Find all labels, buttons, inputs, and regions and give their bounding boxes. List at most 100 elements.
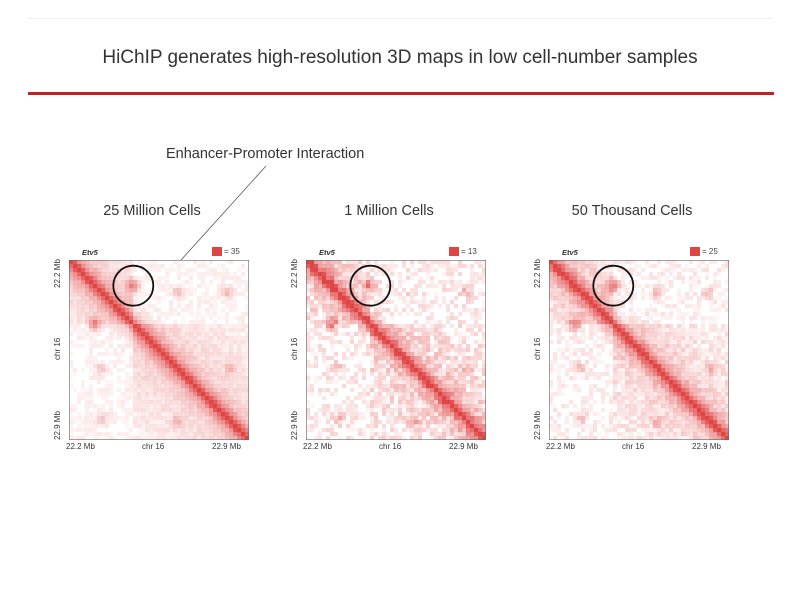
heatmap-cell bbox=[229, 260, 234, 265]
heatmap-cell bbox=[478, 308, 483, 313]
heatmap-cell bbox=[221, 280, 226, 285]
heatmap-cell bbox=[89, 280, 94, 285]
heatmap-cell bbox=[241, 320, 246, 325]
heatmap-cell bbox=[121, 432, 126, 437]
heatmap-cell bbox=[446, 436, 451, 440]
heatmap-cell bbox=[653, 360, 658, 365]
heatmap-cell bbox=[629, 436, 634, 440]
heatmap-cell bbox=[454, 280, 459, 285]
heatmap-cell bbox=[593, 268, 598, 273]
heatmap-cell bbox=[233, 416, 238, 421]
heatmap-cell bbox=[426, 352, 431, 357]
heatmap-cell bbox=[673, 376, 678, 381]
heatmap-cell bbox=[414, 372, 419, 377]
heatmap-cell bbox=[93, 312, 98, 317]
heatmap-cell bbox=[141, 340, 146, 345]
heatmap-cell bbox=[470, 292, 475, 297]
heatmap-cell bbox=[705, 392, 710, 397]
heatmap-cell bbox=[705, 340, 710, 345]
heatmap-cell bbox=[478, 392, 483, 397]
heatmap-cell bbox=[450, 368, 455, 373]
heatmap-cell bbox=[245, 280, 249, 285]
heatmap-cell bbox=[470, 356, 475, 361]
heatmap-cell bbox=[589, 392, 594, 397]
heatmap-cell bbox=[613, 360, 618, 365]
heatmap-cell bbox=[593, 264, 598, 269]
heatmap-cell bbox=[549, 404, 554, 409]
heatmap-cell bbox=[605, 364, 610, 369]
heatmap-cell bbox=[585, 400, 590, 405]
heatmap-cell bbox=[605, 312, 610, 317]
heatmap-cell bbox=[354, 428, 359, 433]
heatmap-cell bbox=[354, 268, 359, 273]
heatmap-cell bbox=[653, 368, 658, 373]
heatmap-cell bbox=[77, 336, 82, 341]
heatmap-cell bbox=[382, 348, 387, 353]
heatmap-cell bbox=[125, 364, 130, 369]
heatmap-cell bbox=[125, 412, 130, 417]
heatmap-cell bbox=[225, 316, 230, 321]
heatmap-cell bbox=[350, 332, 355, 337]
heatmap-cell bbox=[657, 428, 662, 433]
gene-label: Etv5 bbox=[562, 248, 578, 257]
contact-heatmap bbox=[69, 260, 249, 440]
heatmap-cell bbox=[213, 360, 218, 365]
heatmap-cell bbox=[121, 308, 126, 313]
heatmap-cell bbox=[474, 432, 479, 437]
heatmap-cell bbox=[73, 312, 78, 317]
heatmap-cell bbox=[613, 344, 618, 349]
heatmap-cell bbox=[581, 408, 586, 413]
heatmap-cell bbox=[665, 312, 670, 317]
heatmap-cell bbox=[217, 404, 222, 409]
heatmap-cell bbox=[565, 384, 570, 389]
heatmap-cell bbox=[205, 324, 210, 329]
heatmap-cell bbox=[713, 352, 718, 357]
heatmap-cell bbox=[717, 424, 722, 429]
heatmap-cell bbox=[418, 368, 423, 373]
heatmap-cell bbox=[149, 392, 154, 397]
heatmap-cell bbox=[125, 280, 130, 285]
heatmap-cell bbox=[225, 344, 230, 349]
heatmap-cell bbox=[438, 392, 443, 397]
heatmap-cell bbox=[241, 400, 246, 405]
heatmap-cell bbox=[709, 384, 714, 389]
heatmap-cell bbox=[334, 260, 339, 265]
heatmap-cell bbox=[589, 428, 594, 433]
heatmap-cell bbox=[470, 408, 475, 413]
heatmap-cell bbox=[237, 400, 242, 405]
heatmap-cell bbox=[637, 400, 642, 405]
heatmap-cell bbox=[705, 384, 710, 389]
heatmap-cell bbox=[589, 304, 594, 309]
heatmap-cell bbox=[629, 380, 634, 385]
heatmap-cell bbox=[141, 400, 146, 405]
heatmap-cell bbox=[605, 380, 610, 385]
heatmap-cell bbox=[358, 276, 363, 281]
heatmap-cell bbox=[342, 352, 347, 357]
heatmap-cell bbox=[677, 332, 682, 337]
heatmap-cell bbox=[426, 408, 431, 413]
heatmap-cell bbox=[354, 312, 359, 317]
heatmap-cell bbox=[342, 268, 347, 273]
heatmap-cell bbox=[426, 268, 431, 273]
heatmap-cell bbox=[173, 368, 178, 373]
heatmap-cell bbox=[713, 432, 718, 437]
heatmap-cell bbox=[245, 360, 249, 365]
heatmap-cell bbox=[633, 412, 638, 417]
heatmap-cell bbox=[673, 412, 678, 417]
heatmap-cell bbox=[382, 400, 387, 405]
heatmap-cell bbox=[653, 372, 658, 377]
heatmap-cell bbox=[113, 420, 118, 425]
heatmap-cell bbox=[717, 404, 722, 409]
heatmap-cell bbox=[117, 260, 122, 265]
heatmap-cell bbox=[466, 360, 471, 365]
heatmap-cell bbox=[334, 312, 339, 317]
heatmap-cell bbox=[402, 344, 407, 349]
heatmap-cell bbox=[402, 340, 407, 345]
heatmap-cell bbox=[581, 348, 586, 353]
heatmap-cell bbox=[318, 436, 323, 440]
heatmap-cell bbox=[466, 400, 471, 405]
heatmap-cell bbox=[125, 432, 130, 437]
heatmap-cell bbox=[189, 284, 194, 289]
heatmap-cell bbox=[565, 284, 570, 289]
heatmap-cell bbox=[653, 312, 658, 317]
